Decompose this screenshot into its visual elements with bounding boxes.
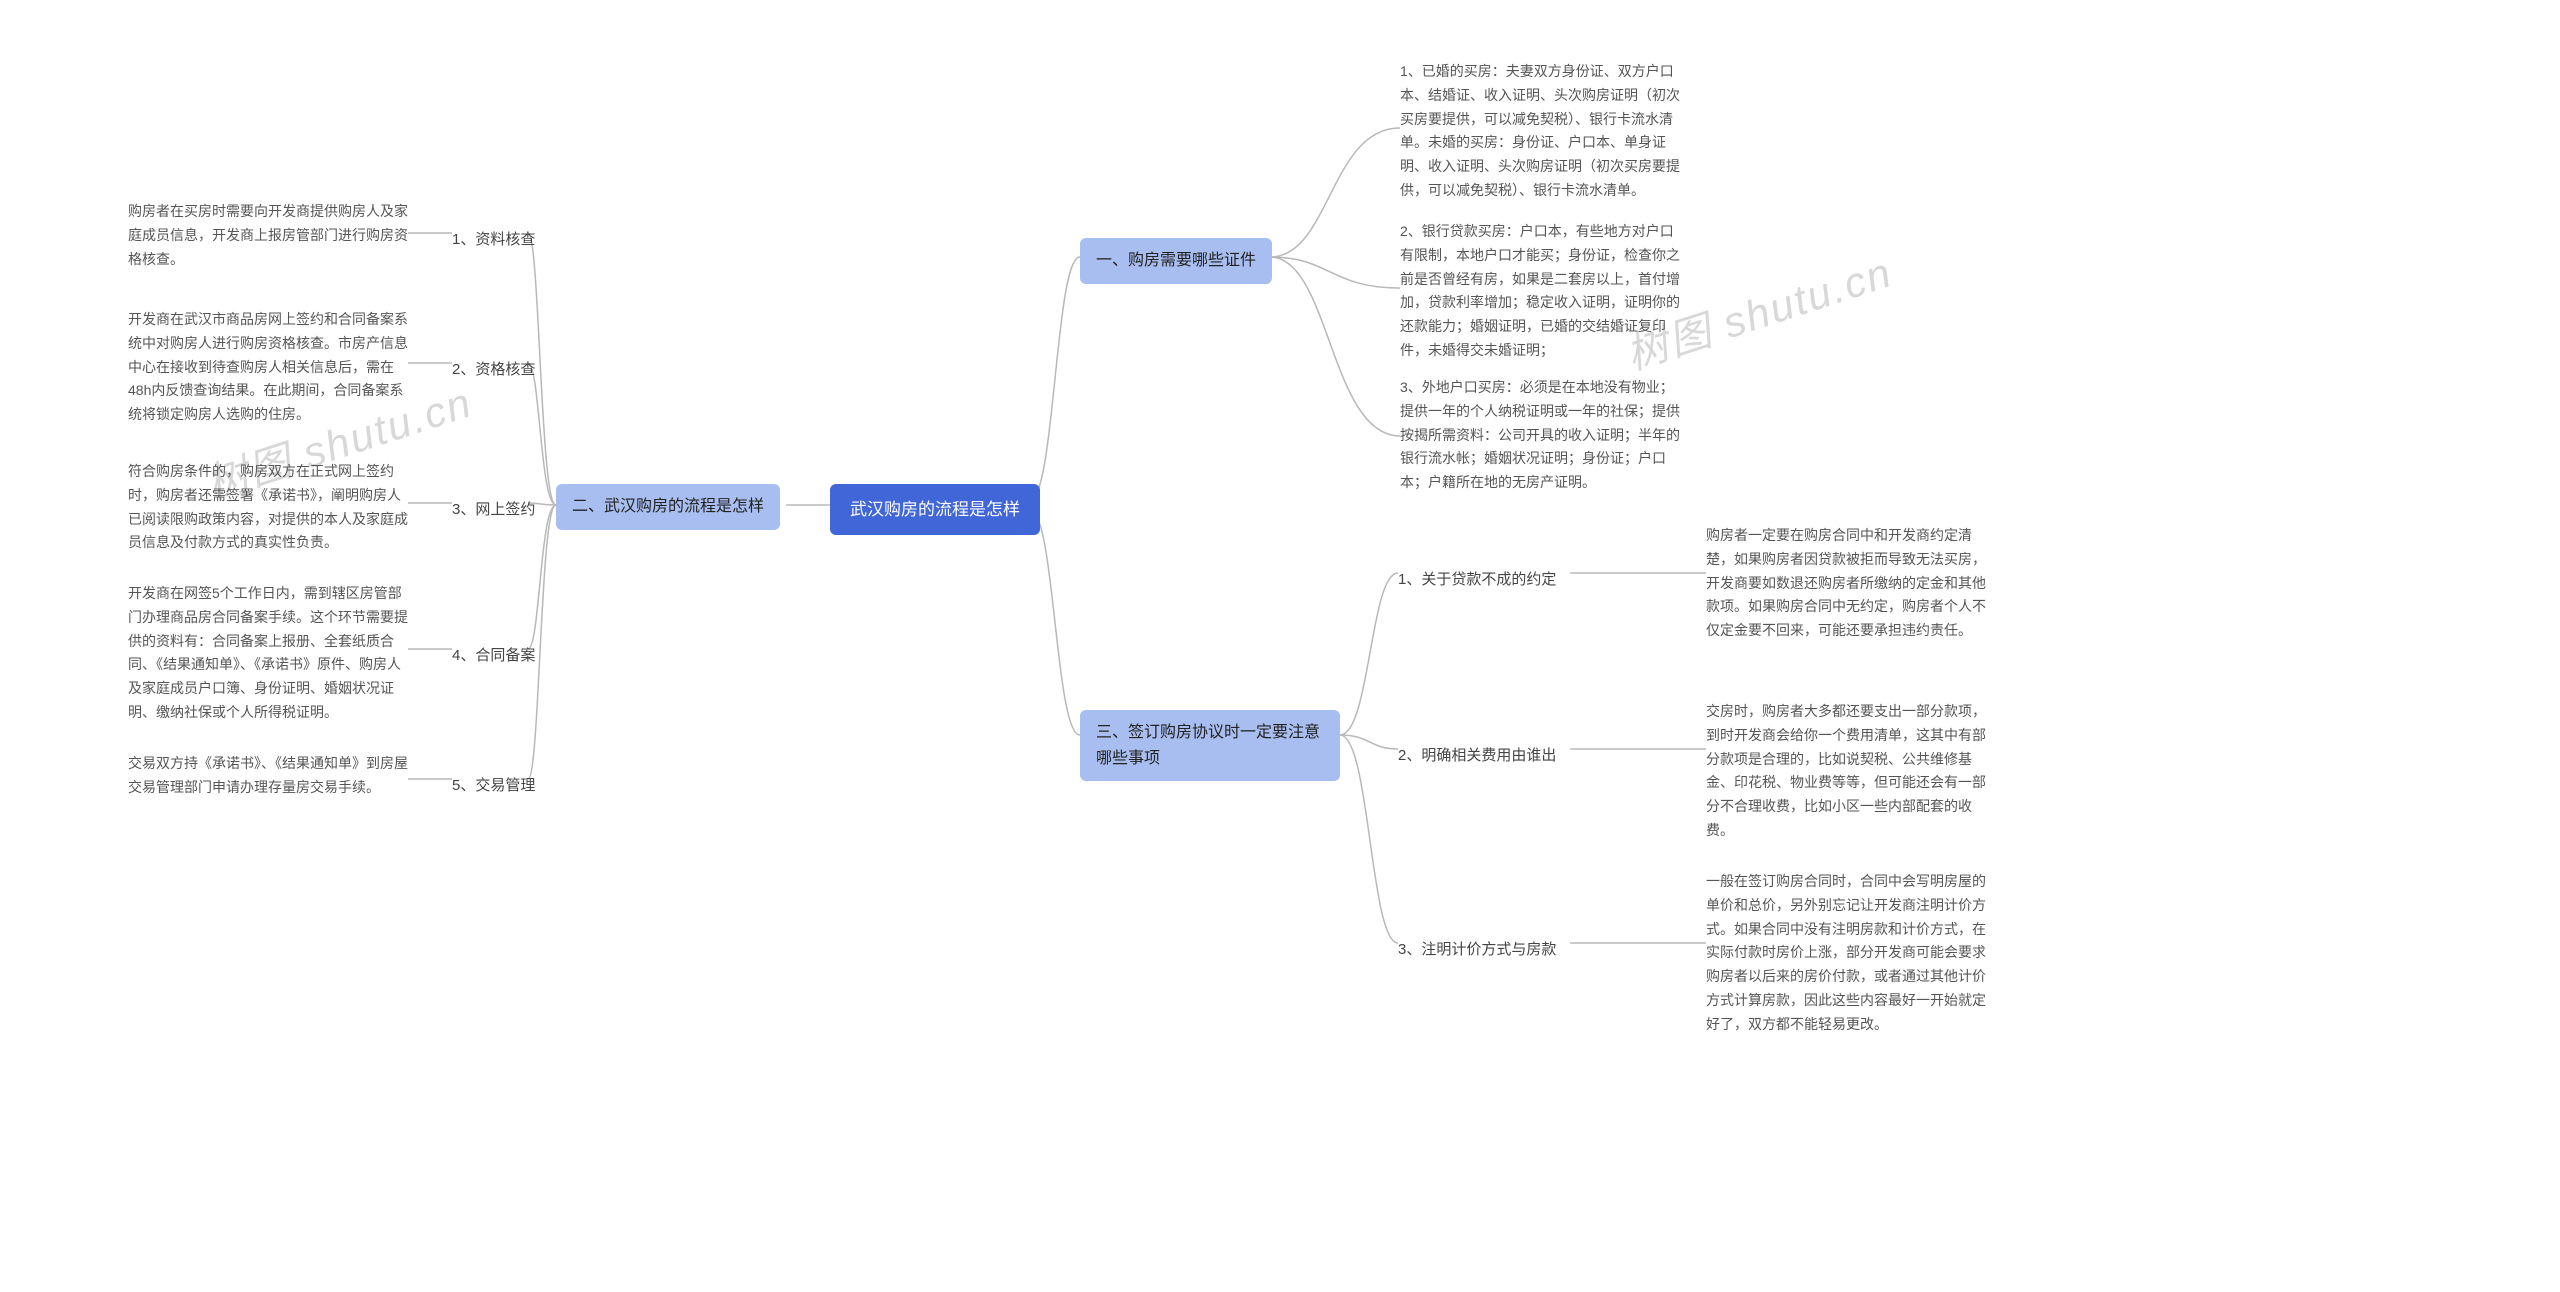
root-node[interactable]: 武汉购房的流程是怎样	[830, 484, 1040, 535]
leaf-left-1: 购房者在买房时需要向开发商提供购房人及家庭成员信息，开发商上报房管部门进行购房资…	[128, 200, 408, 271]
leaf-right2-1: 购房者一定要在购房合同中和开发商约定清楚，如果购房者因贷款被拒而导致无法买房，开…	[1706, 524, 1986, 643]
sub-left-3[interactable]: 3、网上签约	[452, 494, 535, 526]
leaf-right1-2: 2、银行贷款买房：户口本，有些地方对户口有限制，本地户口才能买；身份证，检查你之…	[1400, 220, 1680, 363]
sub-left-4[interactable]: 4、合同备案	[452, 640, 535, 672]
leaf-left-5: 交易双方持《承诺书》、《结果通知单》到房屋交易管理部门申请办理存量房交易手续。	[128, 752, 408, 800]
leaf-right1-3: 3、外地户口买房：必须是在本地没有物业；提供一年的个人纳税证明或一年的社保；提供…	[1400, 376, 1680, 495]
branch-right-2[interactable]: 三、签订购房协议时一定要注意哪些事项	[1080, 710, 1340, 781]
leaf-right2-2: 交房时，购房者大多都还要支出一部分款项，到时开发商会给你一个费用清单，这其中有部…	[1706, 700, 1986, 843]
sub-right2-3[interactable]: 3、注明计价方式与房款	[1398, 934, 1556, 966]
leaf-right2-3: 一般在签订购房合同时，合同中会写明房屋的单价和总价，另外别忘记让开发商注明计价方…	[1706, 870, 1986, 1037]
leaf-left-4: 开发商在网签5个工作日内，需到辖区房管部门办理商品房合同备案手续。这个环节需要提…	[128, 582, 408, 725]
sub-right2-2[interactable]: 2、明确相关费用由谁出	[1398, 740, 1556, 772]
leaf-left-3: 符合购房条件的，购房双方在正式网上签约时，购房者还需签署《承诺书》，阐明购房人已…	[128, 460, 408, 555]
sub-left-5[interactable]: 5、交易管理	[452, 770, 535, 802]
leaf-right1-1: 1、已婚的买房：夫妻双方身份证、双方户口本、结婚证、收入证明、头次购房证明（初次…	[1400, 60, 1680, 203]
sub-left-2[interactable]: 2、资格核查	[452, 354, 535, 386]
sub-left-1[interactable]: 1、资料核查	[452, 224, 535, 256]
branch-right-1[interactable]: 一、购房需要哪些证件	[1080, 238, 1272, 284]
leaf-left-2: 开发商在武汉市商品房网上签约和合同备案系统中对购房人进行购房资格核查。市房产信息…	[128, 308, 408, 427]
sub-right2-1[interactable]: 1、关于贷款不成的约定	[1398, 564, 1556, 596]
branch-left[interactable]: 二、武汉购房的流程是怎样	[556, 484, 780, 530]
